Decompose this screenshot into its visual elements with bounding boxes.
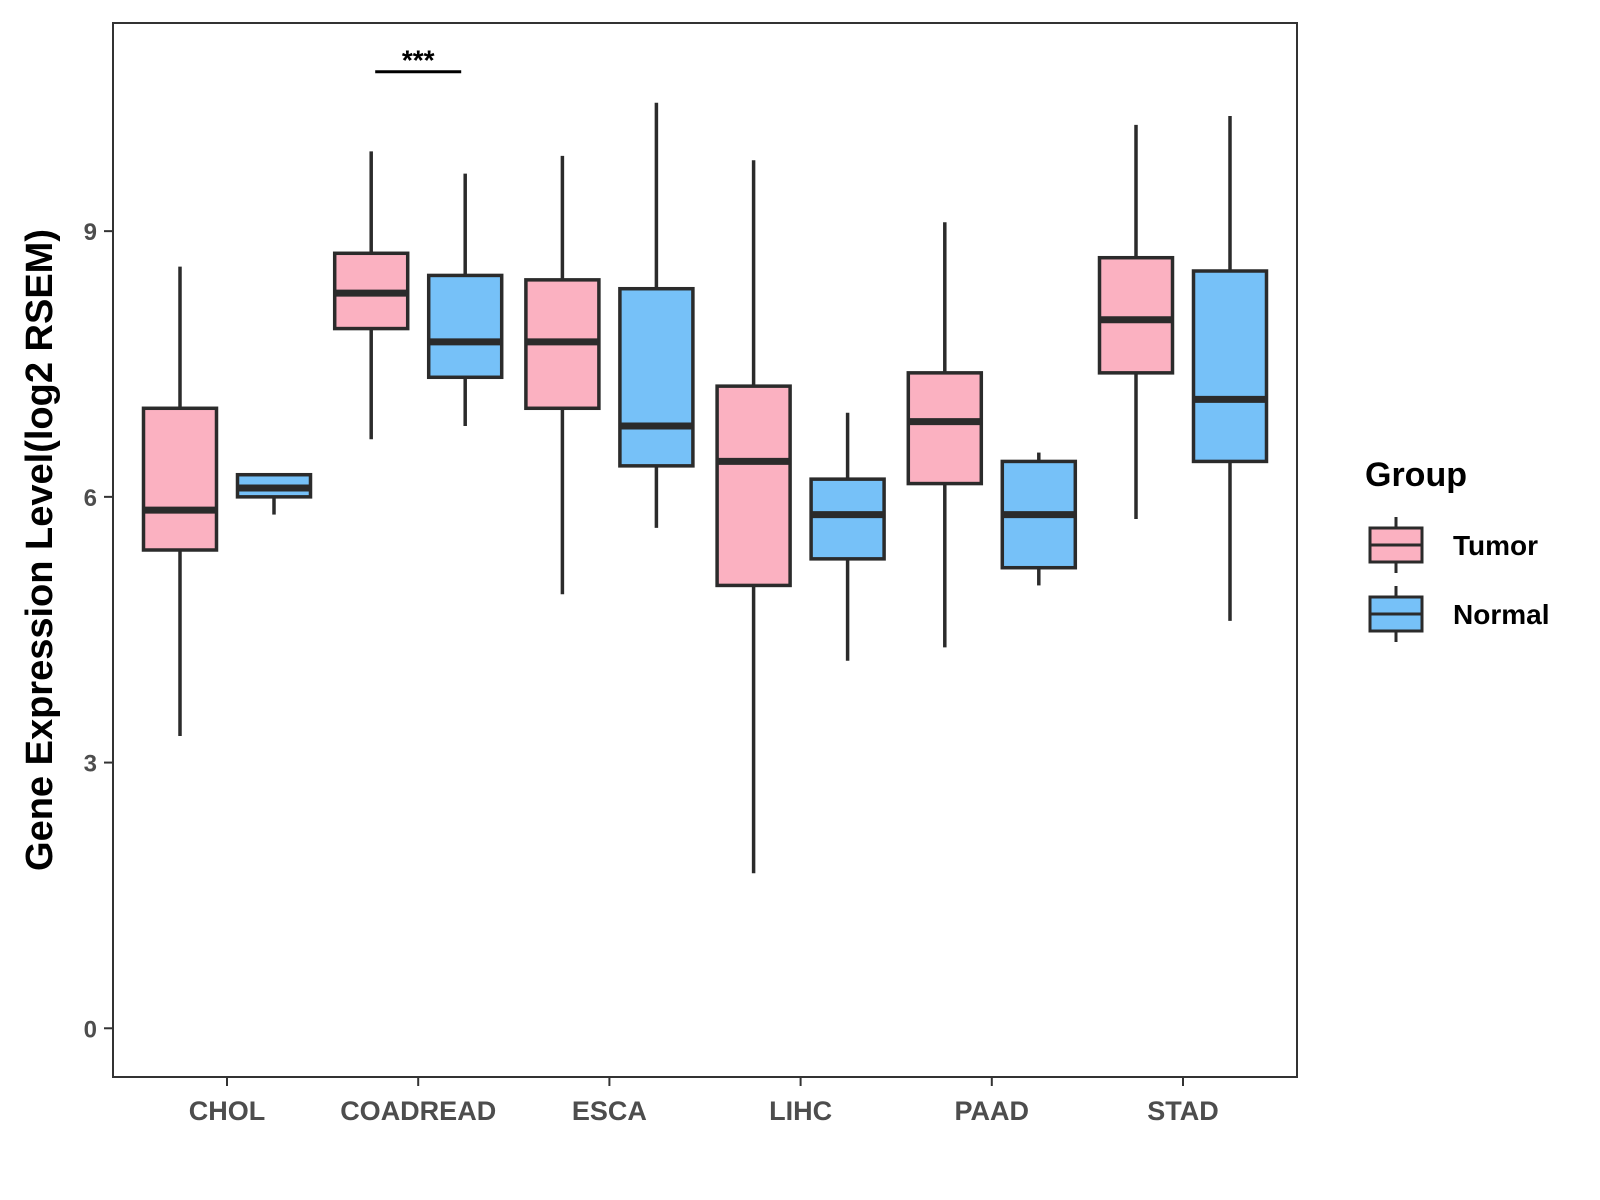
legend: Group Tumor Normal	[1365, 456, 1549, 642]
x-tick-label: PAAD	[955, 1096, 1030, 1126]
box-normal-lihc	[809, 412, 886, 661]
box-tumor-lihc	[715, 160, 792, 874]
box-tumor-stad	[1097, 124, 1175, 519]
box-normal-stad	[1191, 116, 1269, 621]
box-body	[906, 371, 984, 486]
plot-panel	[112, 22, 1298, 1078]
x-tick-label: ESCA	[572, 1096, 647, 1126]
box-body	[809, 477, 886, 561]
x-axis: CHOL COADREAD ESCA LIHC PAAD STAD	[189, 1077, 1219, 1126]
significance-label: ***	[402, 45, 435, 76]
y-axis-title: Gene Expression Level(log2 RSEM)	[19, 229, 61, 871]
box-normal-chol	[235, 472, 313, 515]
box-tumor-coadread	[332, 151, 410, 440]
x-tick-label: CHOL	[189, 1096, 266, 1126]
box-normal-paad	[1000, 452, 1078, 586]
legend-label: Tumor	[1453, 530, 1538, 561]
y-tick-label: 6	[84, 485, 97, 512]
x-tick-label: LIHC	[769, 1096, 832, 1126]
annotations-layer: ***	[375, 45, 462, 76]
legend-item-tumor: Tumor	[1368, 517, 1538, 573]
x-tick-label: COADREAD	[340, 1096, 496, 1126]
box-body	[141, 406, 219, 552]
legend-title: Group	[1365, 456, 1467, 494]
x-tick-label: STAD	[1147, 1096, 1219, 1126]
box-body	[618, 286, 695, 468]
box-body	[1097, 255, 1175, 375]
y-tick-label: 3	[84, 751, 97, 778]
box-body	[426, 273, 504, 380]
y-tick-label: 9	[84, 219, 97, 246]
legend-label: Normal	[1453, 599, 1549, 630]
box-tumor-esca	[524, 155, 601, 595]
box-normal-coadread	[426, 173, 504, 426]
legend-item-normal: Normal	[1368, 586, 1549, 642]
box-body	[715, 384, 792, 588]
y-axis: 0 3 6 9	[84, 219, 113, 1043]
y-tick-label: 0	[84, 1016, 97, 1043]
box-body	[1191, 269, 1269, 464]
box-tumor-chol	[141, 266, 219, 736]
box-tumor-paad	[906, 222, 984, 648]
box-normal-esca	[618, 102, 695, 528]
boxes-layer	[141, 102, 1269, 874]
